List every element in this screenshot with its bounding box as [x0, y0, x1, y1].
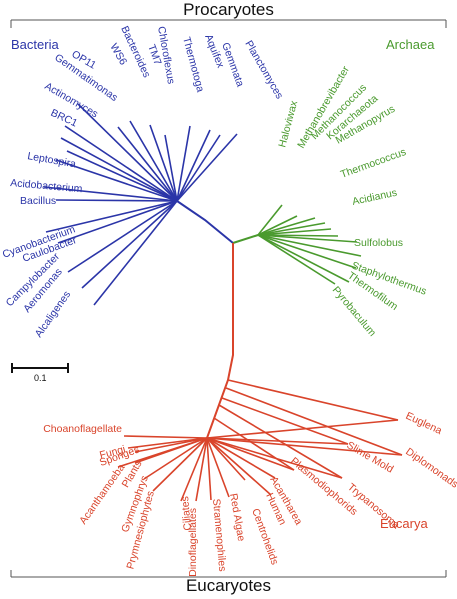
tree-branches	[43, 103, 403, 502]
eucarya-internal-branch	[213, 417, 295, 471]
frame-brackets	[10, 19, 447, 578]
archaea-taxon-thermococcus: Thermococcus	[339, 146, 408, 181]
eucarya-taxon-stramenophiles: Stramenophiles	[210, 498, 228, 572]
archaea-branch-methanobrevibacter	[257, 215, 298, 236]
bacteria-taxon-brc1: BRC1	[49, 107, 80, 130]
archaea-branch-methanopyrus	[257, 228, 332, 236]
bacteria-branch-brc1	[66, 150, 178, 202]
eucarya-domain-label: Eucarya	[380, 516, 428, 531]
archaea-branch-haloviwax	[257, 204, 283, 236]
bacteria-taxon-acidobacterium: Acidobacterium	[10, 177, 83, 195]
bacteria-branch-op11	[77, 103, 178, 202]
eucarya-branch-fungi	[127, 437, 208, 449]
bacteria-branch-acidobacterium	[43, 186, 178, 202]
bacteria-branch-caulobacter	[57, 200, 178, 244]
eucarya-internal-branch	[227, 379, 399, 421]
bacteria-taxon-bacillus: Bacillus	[20, 195, 56, 207]
eucarya-taxon-acanthamoeba: Acanthamoeba	[77, 462, 127, 527]
bacteria-branch-bacillus	[55, 199, 178, 202]
eucarya-internal-branch	[221, 397, 349, 445]
bacteria-branch-leptospira	[55, 159, 178, 202]
archaea-branch-pyrobaculum	[257, 234, 336, 285]
eucarya-branch-prymnesiophytes	[152, 437, 208, 492]
bacteria-branch-alcaligenes	[93, 200, 178, 306]
eucarya-branch-plasmodiophorids	[206, 437, 295, 471]
eucarya-internal-branch	[225, 387, 403, 456]
bacteria-taxon-leptospira: Leptospira	[26, 150, 77, 170]
bacteria-branch-cyanobacterium	[45, 200, 178, 233]
eucaryotes-title: Eucaryotes	[185, 576, 272, 595]
archaea-stem	[232, 234, 259, 244]
eucarya-taxon-red-algae: Red Algae	[227, 492, 247, 542]
eucarya-branch-slime-mold	[206, 437, 349, 445]
bacteria-branch-bacteroides	[129, 120, 178, 202]
bacteria-stem	[176, 200, 234, 244]
bacteria-branch-aeromonas	[81, 200, 178, 289]
bacteria-branch-actinomyces	[60, 137, 178, 202]
bacteria-branch-campylobacter	[67, 200, 178, 273]
eucarya-stem	[206, 243, 234, 439]
eucarya-branch-red-algae	[206, 437, 230, 498]
eucarya-branch-choanoflagellate	[123, 435, 208, 439]
scale-bar-label: 0.1	[34, 373, 47, 383]
bacteria-taxon-thermotoga: Thermotoga	[180, 36, 206, 94]
bacteria-branch-tm7	[149, 124, 178, 202]
eucarya-branch-human	[206, 437, 272, 496]
eucarya-taxon-slime-mold: Slime Mold	[345, 439, 396, 475]
archaea-branch-staphylothermus	[257, 234, 357, 269]
eucarya-branch-diplomonads	[206, 437, 403, 456]
eucarya-taxon-diplomonads: Diplomonads	[403, 446, 457, 491]
eucarya-taxon-ciliates: Ciliates	[179, 496, 194, 531]
eucarya-branch-centrohelids	[206, 437, 246, 481]
bacteria-branch-thermotoga	[176, 125, 191, 202]
eucarya-branch-stramenophiles	[206, 437, 212, 501]
eucarya-branch-sponges	[134, 437, 208, 453]
eucarya-branch-dinoflagellates	[195, 437, 208, 502]
bacteria-taxon-planctomyces: Planctomyces	[242, 39, 285, 102]
scale-bar	[11, 363, 69, 373]
bacteria-domain-label: Bacteria	[11, 37, 59, 52]
bacteria-branch-ws6	[117, 126, 178, 202]
bacteria-branch-gemmatimonas	[64, 125, 178, 202]
archaea-branch-acidianus	[257, 234, 358, 243]
eucarya-branch-euglena	[206, 419, 399, 439]
eucarya-internal-branch	[218, 404, 343, 479]
archaea-branch-methanococcus	[257, 217, 316, 236]
eucarya-branch-acanthamoeba	[117, 437, 208, 468]
eucarya-branch-ciliates	[180, 437, 208, 502]
eucarya-taxon-dinoflagellates: Dinoflagellates	[187, 508, 199, 577]
eucarya-branch-acantharea	[206, 437, 276, 479]
archaea-domain-label: Archaea	[386, 37, 435, 52]
eucarya-branch-gymnophrys	[143, 437, 208, 480]
archaea-branch-thermofilum	[257, 234, 350, 283]
central-trunk	[176, 200, 259, 439]
archaea-branch-sulfolobus	[257, 234, 362, 257]
eucarya-taxon-choanoflagellate: Choanoflagellate	[43, 423, 122, 435]
archaea-taxon-acidianus: Acidianus	[351, 187, 398, 208]
procaryotes-title: Procaryotes	[183, 0, 274, 19]
bacteria-branch-gemmata	[176, 134, 221, 202]
eucarya-taxon-euglena: Euglena	[404, 410, 444, 437]
bacteria-branch-aquifex	[176, 129, 211, 202]
archaea-taxon-sulfolobus: Sulfolobus	[354, 237, 403, 249]
archaea-branch-korarchaeota	[257, 222, 326, 236]
bacteria-branch-planctomyces	[176, 133, 238, 202]
bacteria-branch-chloroflexus	[164, 134, 178, 202]
